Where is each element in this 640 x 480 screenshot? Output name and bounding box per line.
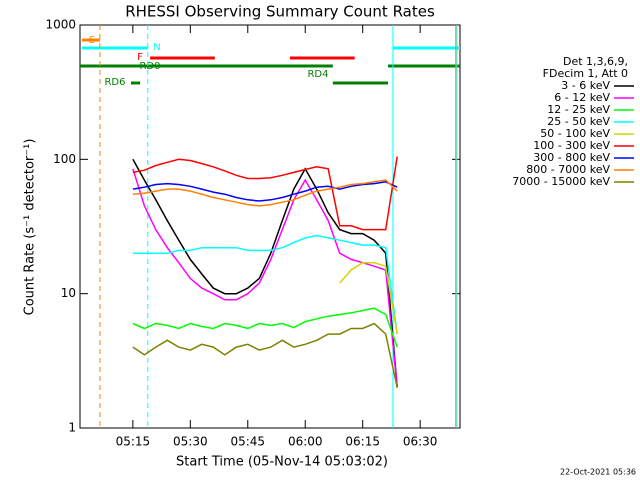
series-line: [132, 181, 398, 202]
legend-label: 7000 - 15000 keV: [512, 175, 610, 188]
y-tick-label: 1: [68, 421, 76, 435]
legend-label: 12 - 25 keV: [547, 103, 610, 116]
y-axis-label: Count Rate (s⁻¹ detector⁻¹): [23, 139, 38, 316]
series-line: [132, 234, 398, 335]
flag-label: S: [89, 35, 95, 46]
series-line: [132, 168, 398, 388]
series-line: [132, 322, 398, 388]
legend-title: FDecim 1, Att 0: [543, 67, 628, 80]
series-line: [132, 179, 398, 207]
flag-label: N: [153, 42, 160, 53]
x-axis-label: Start Time (05-Nov-14 05:03:02): [176, 455, 388, 470]
flag-label: RD0: [139, 61, 160, 72]
legend-label: 3 - 6 keV: [561, 79, 610, 92]
plot-frame: [79, 24, 461, 429]
legend-label: 800 - 7000 keV: [526, 163, 610, 176]
flag-label: F: [137, 52, 143, 63]
legend-label: 50 - 100 keV: [540, 127, 610, 140]
legend-label: 25 - 50 keV: [547, 115, 610, 128]
flag-label: RD6: [104, 77, 125, 88]
legend-label: 6 - 12 keV: [554, 91, 610, 104]
y-tick-label: 10: [61, 286, 76, 300]
series-line: [132, 158, 398, 388]
x-tick-label: 06:30: [403, 435, 438, 449]
legend-title: Det 1,3,6,9,: [563, 55, 628, 68]
x-tick-label: 05:15: [116, 435, 151, 449]
flag-label: RD4: [307, 69, 328, 80]
series-line: [132, 307, 398, 348]
y-tick-label: 100: [53, 152, 76, 166]
series-line: [132, 156, 398, 231]
y-tick-label: 1000: [45, 18, 76, 32]
series-line: [339, 261, 398, 335]
x-tick-label: 05:30: [173, 435, 208, 449]
legend-label: 100 - 300 keV: [533, 139, 610, 152]
x-tick-label: 05:45: [230, 435, 265, 449]
x-tick-label: 06:00: [288, 435, 323, 449]
x-tick-label: 06:15: [345, 435, 380, 449]
chart-title: RHESSI Observing Summary Count Rates: [125, 3, 435, 21]
footer: 22-Oct-2021 05:36: [560, 468, 636, 477]
legend-label: 300 - 800 keV: [533, 151, 610, 164]
